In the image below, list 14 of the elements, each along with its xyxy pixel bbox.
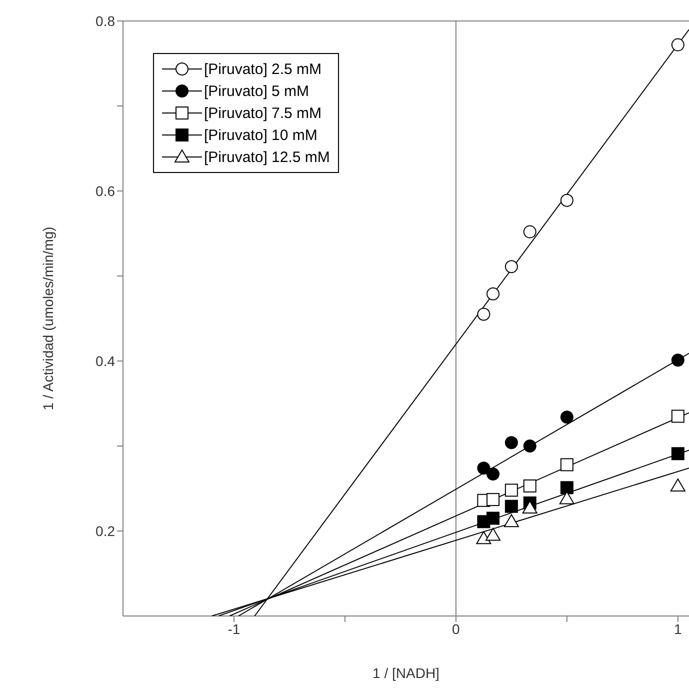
- y-tick-label: 0.2: [96, 522, 116, 539]
- y-tick-label: 0.4: [96, 352, 116, 369]
- legend-label: [Piruvato] 5 mM: [204, 82, 310, 100]
- y-tick-label: 0.6: [96, 182, 116, 199]
- x-tick-label: 0: [452, 620, 460, 637]
- legend-label: [Piruvato] 12.5 mM: [204, 148, 330, 166]
- y-tick-label: 0.8: [96, 12, 116, 29]
- x-tick-label: -1: [228, 620, 240, 637]
- x-tick-label: 1: [674, 620, 682, 637]
- x-axis-title: 1 / [NADH]: [372, 665, 440, 681]
- legend-label: [Piruvato] 7.5 mM: [204, 104, 322, 122]
- legend-label: [Piruvato] 10 mM: [204, 126, 318, 144]
- legend-label: [Piruvato] 2.5 mM: [204, 60, 322, 78]
- y-axis-title: 1 / Actividad (umoles/min/mg): [40, 226, 56, 410]
